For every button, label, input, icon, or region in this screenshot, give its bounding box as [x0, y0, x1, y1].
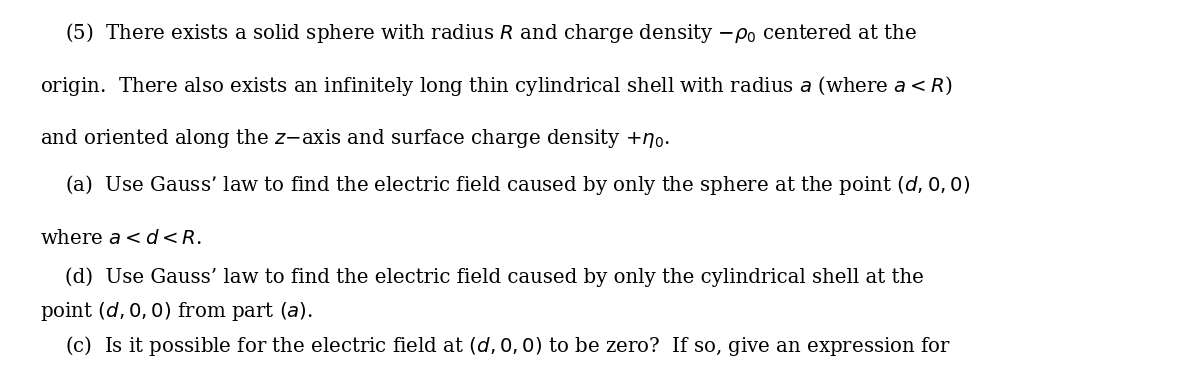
Text: (5)  There exists a solid sphere with radius $R$ and charge density $-\rho_0$ ce: (5) There exists a solid sphere with rad…	[40, 21, 917, 45]
Text: (c)  Is it possible for the electric field at $(d, 0, 0)$ to be zero?  If so, gi: (c) Is it possible for the electric fiel…	[40, 334, 950, 358]
Text: and oriented along the $z$−axis and surface charge density $+\eta_0$.: and oriented along the $z$−axis and surf…	[40, 128, 670, 150]
Text: (d)  Use Gauss’ law to find the electric field caused by only the cylindrical sh: (d) Use Gauss’ law to find the electric …	[40, 267, 924, 287]
Text: where $a < d < R$.: where $a < d < R$.	[40, 229, 202, 248]
Text: point $(d, 0, 0)$ from part $(a)$.: point $(d, 0, 0)$ from part $(a)$.	[40, 300, 313, 323]
Text: origin.  There also exists an infinitely long thin cylindrical shell with radius: origin. There also exists an infinitely …	[40, 74, 952, 98]
Text: (a)  Use Gauss’ law to find the electric field caused by only the sphere at the : (a) Use Gauss’ law to find the electric …	[40, 173, 970, 197]
